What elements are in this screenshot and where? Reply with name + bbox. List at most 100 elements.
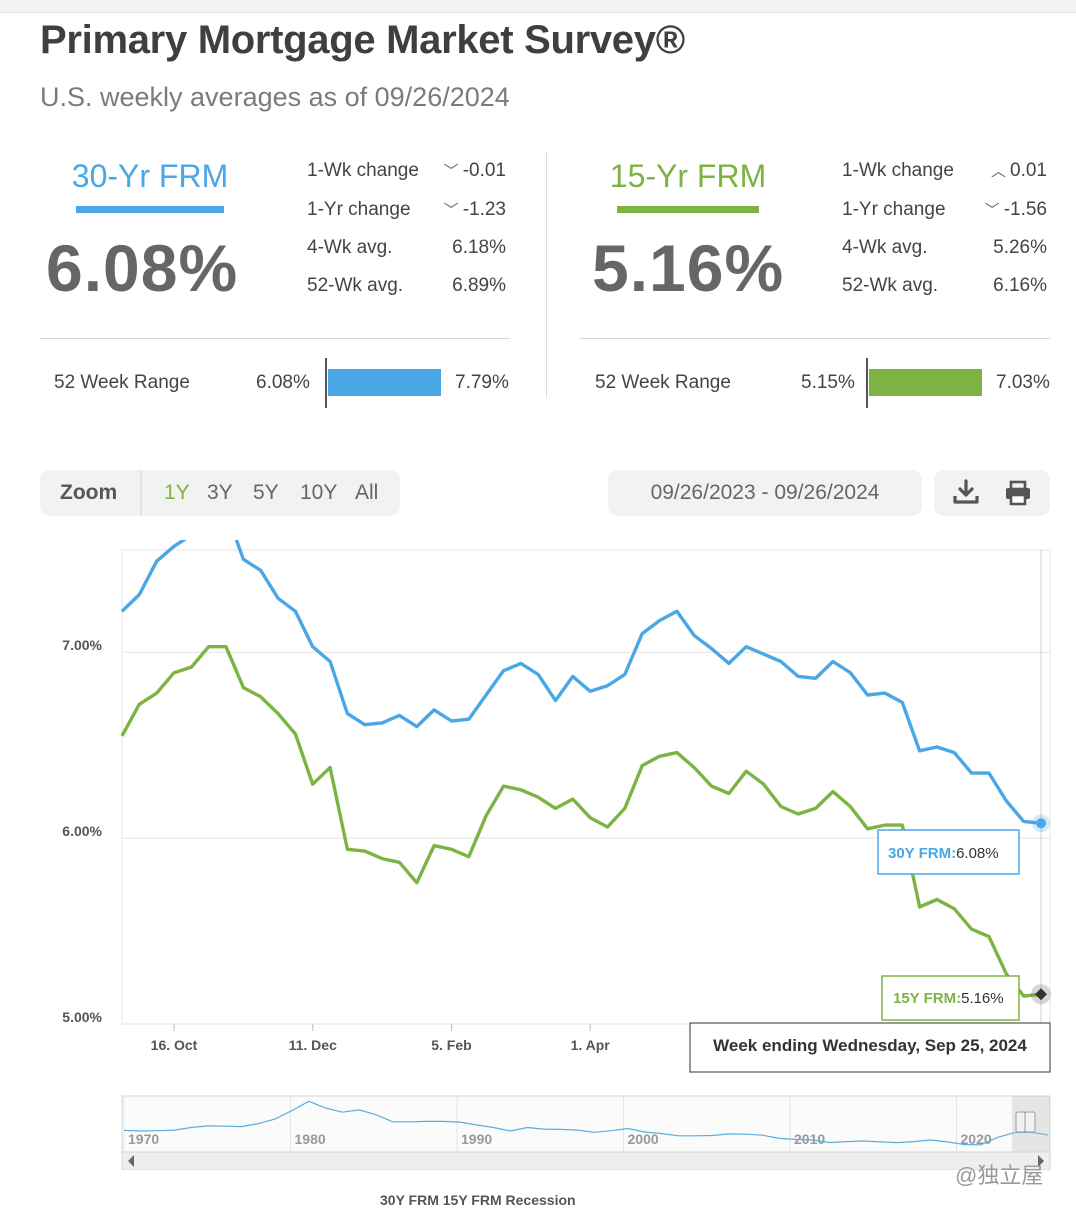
frm15-week-change: ︿ 0.01: [967, 160, 1047, 182]
panel-separator: [546, 152, 547, 398]
navigator-scrollbar[interactable]: [121, 1151, 1051, 1170]
frm15-week-change-label: 1-Wk change: [842, 160, 954, 181]
x-tick-label: 11. Dec: [289, 1037, 337, 1053]
frm30-week-change-label: 1-Wk change: [307, 160, 419, 181]
export-toolbar: [934, 470, 1050, 516]
navigator-frame: [121, 1095, 1051, 1153]
frm30-range-marker: [325, 358, 327, 408]
navigator-decade-lines: 1970 1980 1990 2000 2010 2020: [123, 1096, 992, 1152]
legend-peek: 30Y FRM 15Y FRM Recession: [380, 1192, 576, 1208]
y-axis: 5.00% 6.00% 7.00%: [62, 637, 102, 1025]
hover-point-15y: [1035, 988, 1047, 1001]
x-tick-label: 5. Feb: [431, 1037, 471, 1053]
date-range-input[interactable]: 09/26/2023 - 09/26/2024: [608, 470, 922, 516]
zoom-5y-button[interactable]: 5Y: [253, 481, 279, 504]
frm15-avg52-value: 6.16%: [993, 275, 1047, 296]
navigator-decade-label: 1970: [128, 1131, 159, 1147]
series-30y-line: [120, 540, 1042, 825]
frm15-range-bar: [869, 369, 982, 396]
frm30-week-change: ﹀ -0.01: [426, 160, 506, 182]
frm30-name: 30-Yr FRM: [71, 158, 229, 194]
frm30-year-change: ﹀ -1.23: [426, 199, 506, 221]
date-tooltip-text: Week ending Wednesday, Sep 25, 2024: [713, 1036, 1027, 1055]
page-title: Primary Mortgage Market Survey®: [40, 18, 685, 62]
scroll-left-icon[interactable]: [128, 1155, 134, 1167]
frm30-avg4-value: 6.18%: [452, 237, 506, 258]
hover-point-30y: [1036, 818, 1046, 829]
plot-area: [121, 549, 1051, 1025]
frm15-range-high: 7.03%: [996, 372, 1050, 393]
watermark: @独立屋: [955, 1163, 1044, 1188]
zoom-10y-button[interactable]: 10Y: [300, 481, 338, 504]
frm15-week-change-value: 0.01: [1010, 160, 1047, 181]
frm15-range-marker: [866, 358, 868, 408]
frm30-year-change-value: -1.23: [462, 199, 506, 220]
zoom-all-button[interactable]: All: [355, 481, 379, 504]
frm15-avg4-label: 4-Wk avg.: [842, 237, 928, 258]
frm30-range-high: 7.79%: [455, 372, 509, 393]
chevron-down-icon: ﹀: [984, 202, 1000, 219]
chevron-down-icon: ﹀: [443, 163, 459, 180]
frm15-year-change-label: 1-Yr change: [842, 199, 946, 220]
frm30-year-change-label: 1-Yr change: [307, 199, 411, 220]
series-lines: [120, 540, 1042, 998]
hover-markers: [1031, 814, 1051, 1005]
frm30-avg4-label: 4-Wk avg.: [307, 237, 393, 258]
navigator-series: [123, 1100, 1049, 1146]
frm15-year-change: ﹀ -1.56: [967, 199, 1047, 221]
date-tooltip: Week ending Wednesday, Sep 25, 2024: [689, 1022, 1051, 1073]
navigator-decade-label: 2010: [794, 1131, 825, 1147]
frm15-name: 15-Yr FRM: [609, 158, 767, 194]
navigator[interactable]: 1970 1980 1990 2000 2010 2020: [121, 1095, 1051, 1170]
scroll-right-icon[interactable]: [1038, 1155, 1044, 1167]
series-15y-line: [120, 645, 1042, 998]
navigator-decade-label: 1990: [461, 1131, 492, 1147]
zoom-label: Zoom: [60, 481, 118, 504]
top-border: [0, 0, 1076, 13]
svg-text:30Y FRM:6.08%: 30Y FRM:6.08%: [888, 845, 999, 862]
zoom-separator: [140, 470, 142, 516]
navigator-handle-right[interactable]: [1024, 1111, 1036, 1133]
zoom-toolbar: Zoom 1Y 3Y 5Y 10Y All: [40, 470, 400, 516]
frm30-divider: [40, 338, 510, 339]
tooltip-30y-value: 6.08%: [956, 845, 999, 862]
x-tick-label: 1. Apr: [571, 1037, 611, 1053]
tooltip-15y-value: 5.16%: [961, 990, 1004, 1007]
frm15-year-change-value: -1.56: [1003, 199, 1047, 220]
chevron-down-icon: ﹀: [443, 202, 459, 219]
frm30-avg52-label: 52-Wk avg.: [307, 275, 404, 296]
frm30-week-change-value: -0.01: [462, 160, 506, 181]
print-icon[interactable]: [998, 476, 1038, 510]
frm15-range-label: 52 Week Range: [595, 372, 731, 393]
frm15-rate: 5.16%: [592, 231, 785, 305]
x-axis: 16. Oct 11. Dec 5. Feb 1. Apr: [151, 1024, 611, 1053]
y-tick-label: 7.00%: [62, 637, 102, 653]
x-tick-label: 16. Oct: [151, 1037, 198, 1053]
zoom-1y-button[interactable]: 1Y: [164, 481, 190, 504]
frm30-rate: 6.08%: [46, 231, 239, 305]
frm30-range-label: 52 Week Range: [54, 372, 190, 393]
chevron-up-icon: ︿: [991, 163, 1007, 180]
frm15-avg52-label: 52-Wk avg.: [842, 275, 939, 296]
frm30-range-bar: [328, 369, 441, 396]
tooltip-15y: 15Y FRM:5.16%: [881, 975, 1020, 1021]
download-icon[interactable]: [946, 476, 986, 510]
frm30-underline: [76, 206, 224, 213]
frm15-range-low: 5.15%: [801, 372, 855, 393]
zoom-3y-button[interactable]: 3Y: [207, 481, 233, 504]
svg-text:15Y FRM:5.16%: 15Y FRM:5.16%: [893, 990, 1004, 1007]
navigator-decade-label: 2000: [628, 1131, 659, 1147]
frm30-avg52-value: 6.89%: [452, 275, 506, 296]
tooltip-30y: 30Y FRM:6.08%: [877, 829, 1020, 875]
rates-chart[interactable]: 5.00% 6.00% 7.00% 16. Oct 11. Dec 5. Feb 1. A…: [0, 540, 1076, 1170]
tooltip-30y-label: 30Y FRM:: [888, 845, 956, 862]
page-subtitle: U.S. weekly averages as of 09/26/2024: [40, 82, 510, 112]
frm15-divider: [580, 338, 1050, 339]
frm15-avg4-value: 5.26%: [993, 237, 1047, 258]
frm30-range-low: 6.08%: [256, 372, 310, 393]
tooltip-15y-label: 15Y FRM:: [893, 990, 961, 1007]
y-tick-label: 5.00%: [62, 1009, 102, 1025]
y-tick-label: 6.00%: [62, 823, 102, 839]
frm15-underline: [617, 206, 759, 213]
navigator-decade-label: 1980: [295, 1131, 326, 1147]
